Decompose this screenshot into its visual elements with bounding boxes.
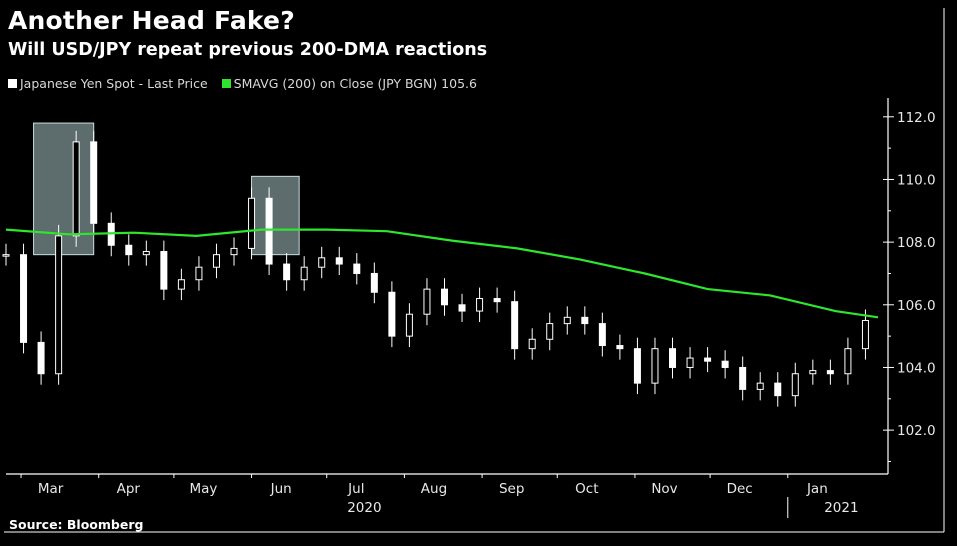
price-candle-15 <box>265 197 273 265</box>
price-candle-2 <box>37 341 45 375</box>
price-candles <box>2 130 869 407</box>
price-candle-33 <box>581 316 589 325</box>
x-tick-label-mar: Mar <box>38 481 64 497</box>
chart-title: Another Head Fake? <box>8 6 295 35</box>
x-tick-label-sep: Sep <box>499 481 524 497</box>
price-candle-22 <box>388 291 396 337</box>
price-candle-9 <box>160 251 168 290</box>
legend-label-sma: SMAVG (200) on Close (JPY BGN) 105.6 <box>233 76 477 91</box>
legend-swatch-sma <box>221 79 231 88</box>
sma-line <box>5 228 879 319</box>
price-candle-32 <box>563 316 571 325</box>
x-axis: Mar Apr May Jun Jul Aug Sep Oct Nov Dec Jan 2020 202… <box>20 474 859 518</box>
year-label-2020: 2020 <box>347 500 381 516</box>
price-candle-20 <box>353 263 361 274</box>
x-tick-label-jan: Jan <box>806 481 828 497</box>
y-tick-label-5: 112.0 <box>897 110 936 126</box>
legend-swatch-price <box>8 79 17 88</box>
price-candle-35 <box>616 345 624 350</box>
price-candle-0 <box>2 254 10 257</box>
y-axis: 102.0 104.0 106.0 108.0 110.0 112.0 <box>883 110 936 462</box>
price-candle-28 <box>493 298 501 303</box>
price-candle-47 <box>826 370 834 375</box>
price-candle-18 <box>318 257 326 268</box>
price-candle-1 <box>20 254 28 343</box>
price-candle-34 <box>598 323 606 347</box>
price-candle-14 <box>248 197 256 249</box>
price-candle-8 <box>142 251 150 256</box>
legend: Japanese Yen Spot - Last Price SMAVG (20… <box>8 76 491 91</box>
price-candle-38 <box>669 348 677 368</box>
price-candle-43 <box>756 382 764 390</box>
price-candle-3 <box>55 235 63 375</box>
legend-item-price: Japanese Yen Spot - Last Price <box>8 76 208 91</box>
price-candle-49 <box>861 319 869 350</box>
year-label-2021: 2021 <box>824 500 858 516</box>
price-candle-11 <box>195 266 203 281</box>
y-tick-label-0: 102.0 <box>897 423 936 439</box>
x-tick-label-apr: Apr <box>117 481 141 497</box>
x-tick-label-may: May <box>190 481 218 497</box>
price-candle-7 <box>125 244 133 256</box>
price-candle-25 <box>440 288 448 306</box>
y-tick-label-4: 110.0 <box>897 172 936 188</box>
price-candle-5 <box>90 141 98 224</box>
price-candle-10 <box>177 279 185 290</box>
source-note: Source: Bloomberg <box>9 517 144 532</box>
x-tick-label-aug: Aug <box>421 481 447 497</box>
price-candle-27 <box>476 298 484 312</box>
chart-subtitle: Will USD/JPY repeat previous 200-DMA rea… <box>8 40 488 60</box>
x-tick-label-jun: Jun <box>270 481 292 497</box>
highlight-box-2 <box>251 175 300 256</box>
price-candle-23 <box>405 313 413 337</box>
price-candle-30 <box>528 338 536 350</box>
y-tick-label-1: 104.0 <box>897 360 936 376</box>
plot-frame <box>4 8 945 533</box>
price-candle-44 <box>774 382 782 397</box>
highlight-boxes <box>33 122 300 256</box>
price-candle-36 <box>633 348 641 384</box>
price-candle-26 <box>458 304 466 312</box>
legend-label-price: Japanese Yen Spot - Last Price <box>20 76 208 91</box>
price-candle-12 <box>212 254 220 268</box>
price-candle-31 <box>546 323 554 340</box>
x-tick-label-oct: Oct <box>575 481 598 497</box>
x-tick-label-jul: Jul <box>347 481 364 497</box>
x-tick-label-dec: Dec <box>727 481 753 497</box>
price-candle-39 <box>686 357 694 368</box>
price-candle-29 <box>511 301 519 350</box>
price-candle-19 <box>335 257 343 265</box>
x-tick-label-nov: Nov <box>651 481 677 497</box>
price-candle-21 <box>370 272 378 293</box>
y-tick-label-3: 108.0 <box>897 235 936 251</box>
price-candle-40 <box>704 357 712 362</box>
price-candle-16 <box>283 263 291 281</box>
price-candle-48 <box>844 348 852 375</box>
price-candle-41 <box>721 360 729 368</box>
legend-item-sma: SMAVG (200) on Close (JPY BGN) 105.6 <box>221 76 477 91</box>
price-candle-46 <box>809 370 817 375</box>
price-candle-37 <box>651 348 659 384</box>
price-candle-4 <box>72 141 80 237</box>
y-tick-label-2: 106.0 <box>897 298 936 314</box>
price-candle-45 <box>791 373 799 397</box>
price-candle-42 <box>739 366 747 390</box>
price-candle-17 <box>300 266 308 281</box>
price-candle-24 <box>423 288 431 315</box>
price-candle-13 <box>230 247 238 256</box>
